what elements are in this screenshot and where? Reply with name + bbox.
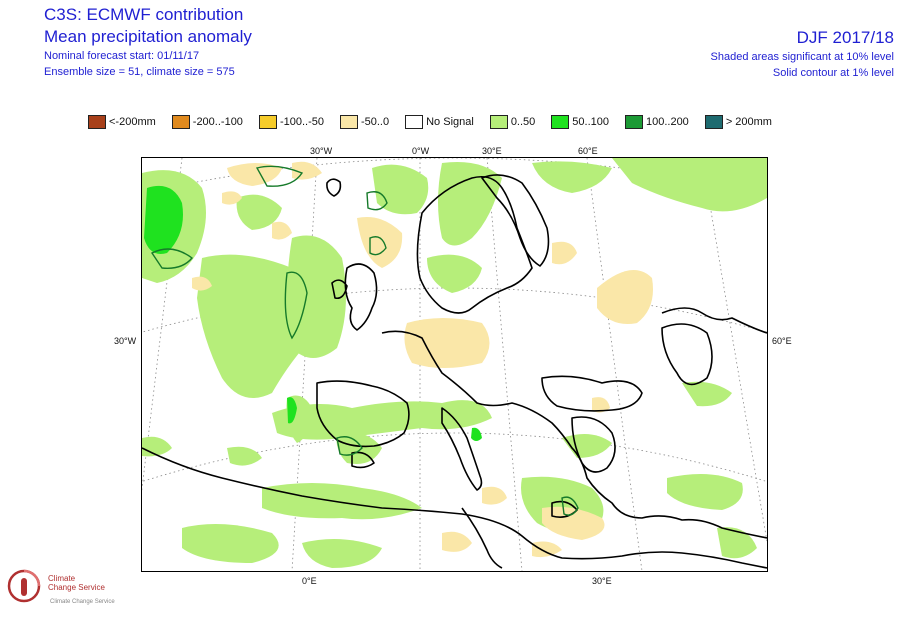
legend-item: -200..-100 xyxy=(171,115,243,129)
chart-subtitle: Mean precipitation anomaly xyxy=(44,27,252,46)
copernicus-logo: Climate Change Service Climate Change Se… xyxy=(6,566,136,612)
tick-left-30w: 30°W xyxy=(114,336,137,346)
color-legend: <-200mm -200..-100 -100..-50 -50..0 No S… xyxy=(88,112,788,132)
strong-positive-anomaly xyxy=(144,185,482,441)
legend-label: 50..100 xyxy=(572,116,609,128)
legend-item: -100..-50 xyxy=(258,115,324,129)
ensemble-size: Ensemble size = 51, climate size = 575 xyxy=(44,66,235,78)
header-right: DJF 2017/18 Shaded areas significant at … xyxy=(711,27,894,81)
logo-text: Climate Change Service xyxy=(48,574,105,592)
legend-item: -50..0 xyxy=(339,115,390,129)
logo-subtext: Climate Change Service xyxy=(50,599,115,605)
legend-label: -200..-100 xyxy=(192,116,243,128)
legend-item: No Signal xyxy=(405,115,474,129)
tick-top-30e: 30°E xyxy=(482,146,502,156)
tick-right-60e: 60°E xyxy=(772,336,792,346)
forecast-period: DJF 2017/18 xyxy=(796,28,894,47)
tick-bottom-30e: 30°E xyxy=(592,576,612,586)
tick-top-60e: 60°E xyxy=(578,146,598,156)
chart-title: C3S: ECMWF contribution xyxy=(44,5,244,24)
positive-anomaly-regions xyxy=(142,158,767,568)
legend-label: > 200mm xyxy=(725,116,772,128)
coastlines xyxy=(142,174,767,569)
legend-swatch xyxy=(339,115,358,129)
logo-emblem-icon xyxy=(7,569,41,603)
legend-swatch xyxy=(88,115,106,129)
legend-swatch xyxy=(258,115,277,129)
forecast-start: Nominal forecast start: 01/11/17 xyxy=(44,50,200,62)
legend-label: -50..0 xyxy=(360,116,390,128)
legend-label: -100..-50 xyxy=(279,116,324,128)
legend-swatch xyxy=(551,115,570,129)
legend-item: <-200mm xyxy=(88,115,156,129)
anomaly-map xyxy=(141,157,768,572)
significance-contour: Solid contour at 1% level xyxy=(772,67,894,79)
legend-swatch xyxy=(171,115,190,129)
significance-shaded: Shaded areas significant at 10% level xyxy=(710,51,894,63)
legend-label: No Signal xyxy=(426,116,474,128)
legend-label: <-200mm xyxy=(109,116,156,128)
legend-label: 100..200 xyxy=(645,116,689,128)
legend-item: 0..50 xyxy=(489,115,536,129)
map-canvas xyxy=(142,158,767,571)
legend-item: 100..200 xyxy=(624,115,689,129)
significance-contours xyxy=(150,165,579,516)
legend-label: 0..50 xyxy=(510,116,536,128)
legend-swatch xyxy=(624,115,643,129)
legend-swatch xyxy=(489,115,508,129)
header-left: C3S: ECMWF contribution Mean precipitati… xyxy=(44,4,252,80)
negative-anomaly-regions xyxy=(192,161,653,558)
legend-swatch xyxy=(405,115,424,129)
tick-top-0w: 0°W xyxy=(412,146,430,156)
tick-bottom-0e: 0°E xyxy=(302,576,317,586)
tick-top-30w: 30°W xyxy=(310,146,333,156)
legend-item: > 200mm xyxy=(704,115,772,129)
legend-swatch xyxy=(704,115,723,129)
legend-item: 50..100 xyxy=(551,115,609,129)
